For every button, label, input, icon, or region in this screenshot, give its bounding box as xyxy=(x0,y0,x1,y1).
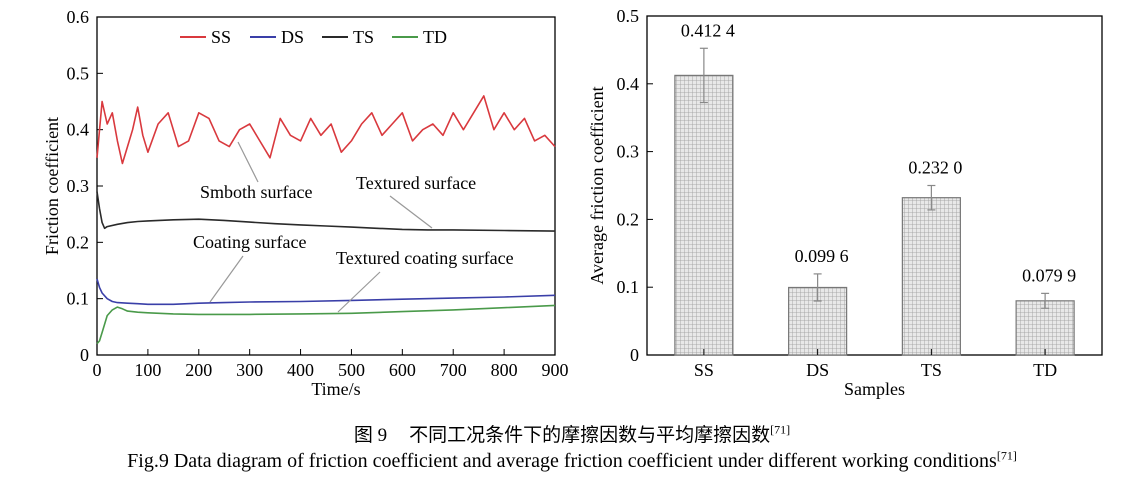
caption-chinese: 图 9 不同工况条件下的摩擦因数与平均摩擦因数[71] xyxy=(0,420,1144,447)
y-tick-label: 0.1 xyxy=(617,277,640,297)
friction-line-chart: 0 100 200 300 400 500 600 700 800 900 0 0.1 0.2 0.3 0.… xyxy=(42,7,569,399)
x-axis-label: Samples xyxy=(844,379,905,399)
annotation-leader-line xyxy=(237,141,259,183)
annotation-leader-line xyxy=(209,255,244,303)
figure: 0 100 200 300 400 500 600 700 800 900 0 0.1 0.2 0.3 0.… xyxy=(42,6,1103,399)
y-tick-label: 0.3 xyxy=(67,176,90,196)
x-tick-label: 800 xyxy=(491,360,518,380)
caption-cn-text: 不同工况条件下的摩擦因数与平均摩擦因数 xyxy=(409,425,771,446)
legend-label-ds: DS xyxy=(281,27,304,47)
x-tick-label: 900 xyxy=(542,360,569,380)
legend-label-td: TD xyxy=(423,27,447,47)
data-label-td: 0.079 9 xyxy=(1022,265,1076,285)
y-tick-label: 0.2 xyxy=(67,232,90,252)
x-tick-label: 100 xyxy=(134,360,161,380)
x-tick-label-ss: SS xyxy=(694,360,714,380)
series-line-ts xyxy=(96,191,556,232)
legend-label-ss: SS xyxy=(211,27,231,47)
x-tick-label: 300 xyxy=(236,360,263,380)
annotation-label: Textured surface xyxy=(356,173,476,193)
plot-frame xyxy=(646,15,1103,356)
x-tick-label: 600 xyxy=(389,360,416,380)
x-tick-label-ts: TS xyxy=(921,360,942,380)
x-tick-label: 200 xyxy=(185,360,212,380)
x-tick-label-ds: DS xyxy=(806,360,829,380)
y-tick-label: 0.5 xyxy=(67,63,90,83)
y-tick-label: 0.5 xyxy=(617,6,640,26)
y-tick-label: 0 xyxy=(80,345,89,365)
annotation-label: Smboth surface xyxy=(200,182,312,202)
y-axis-label: Average friction coefficient xyxy=(587,86,607,284)
caption-english: Fig.9 Data diagram of friction coefficie… xyxy=(0,448,1144,473)
x-tick-label: 400 xyxy=(287,360,314,380)
average-friction-bar-chart: 0 0.1 0.2 0.3 0.4 0.5 0.412 4 SS 0.099 6 DS 0.232 … xyxy=(587,6,1103,399)
bar-ss xyxy=(674,74,734,356)
caption-cn-ref: [71] xyxy=(770,422,791,437)
series-line-ss xyxy=(96,95,556,165)
annotation-leader-line xyxy=(389,195,433,229)
y-tick-label: 0.6 xyxy=(67,7,90,27)
caption-en-text: Fig.9 Data diagram of friction coefficie… xyxy=(127,450,997,472)
y-tick-label: 0.1 xyxy=(67,289,90,309)
legend-label-ts: TS xyxy=(353,27,374,47)
x-tick-label: 700 xyxy=(440,360,467,380)
series-line-ds xyxy=(96,278,556,306)
annotation-leader-line xyxy=(337,271,381,313)
annotation-label: Coating surface xyxy=(193,232,306,252)
data-label-ss: 0.412 4 xyxy=(681,20,735,40)
y-tick-label: 0.2 xyxy=(617,209,640,229)
y-axis-label: Friction coefficient xyxy=(42,117,62,255)
data-label-ds: 0.099 6 xyxy=(795,246,849,266)
x-axis-label: Time/s xyxy=(311,379,360,399)
x-tick-label: 0 xyxy=(93,360,102,380)
series-line-td xyxy=(96,304,556,345)
x-tick-label-td: TD xyxy=(1033,360,1057,380)
data-label-ts: 0.232 0 xyxy=(908,158,962,178)
y-tick-label: 0 xyxy=(630,345,639,365)
y-tick-label: 0.4 xyxy=(67,120,90,140)
caption-en-ref: [71] xyxy=(996,448,1017,463)
caption-cn-number: 图 9 xyxy=(353,425,388,446)
y-tick-label: 0.3 xyxy=(617,142,640,162)
bar-ts xyxy=(901,197,961,356)
x-tick-label: 500 xyxy=(338,360,365,380)
y-tick-label: 0.4 xyxy=(617,74,640,94)
annotation-label: Textured coating surface xyxy=(336,248,514,268)
bar-td xyxy=(1015,300,1075,356)
